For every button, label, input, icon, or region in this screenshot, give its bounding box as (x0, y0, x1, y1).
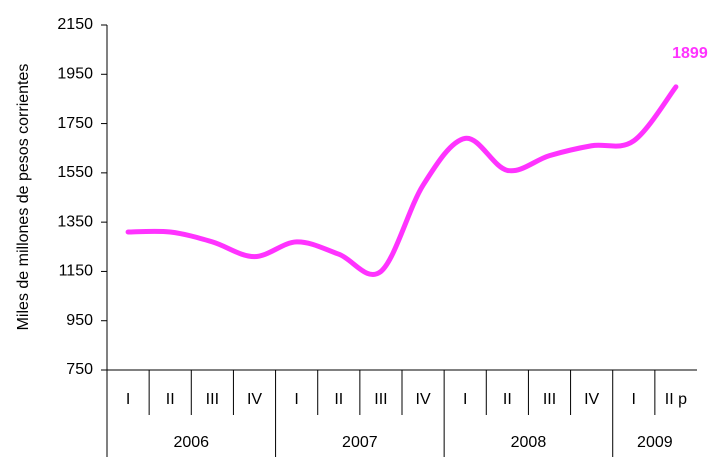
x-tick-label: I (126, 391, 130, 408)
x-tick-label: II (503, 391, 512, 408)
x-tick-label: II p (665, 391, 687, 408)
y-tick-label: 1550 (57, 164, 93, 181)
group-label: 2009 (637, 434, 673, 451)
y-tick-label: 1350 (57, 213, 93, 230)
x-tick-label: I (632, 391, 636, 408)
group-label: 2006 (173, 434, 209, 451)
x-tick-label: III (206, 391, 219, 408)
y-axis-label: Miles de millones de pesos corrientes (15, 64, 32, 331)
y-tick-label: 1150 (59, 263, 94, 280)
x-tick-label: IV (416, 391, 431, 408)
x-tick-label: IV (584, 391, 599, 408)
x-tick-label: IV (247, 391, 262, 408)
x-tick-label: III (374, 391, 387, 408)
y-tick-label: 950 (66, 312, 93, 329)
y-tick-label: 1950 (57, 66, 93, 83)
y-tick-label: 1750 (57, 115, 93, 132)
y-tick-label: 750 (66, 361, 93, 378)
group-label: 2007 (342, 434, 378, 451)
x-tick-label: III (543, 391, 556, 408)
x-tick-label: II (334, 391, 343, 408)
x-tick-label: I (294, 391, 298, 408)
x-tick-label: I (463, 391, 467, 408)
data-label: 1899 (672, 45, 708, 62)
group-label: 2008 (511, 434, 547, 451)
x-tick-label: II (166, 391, 175, 408)
y-tick-label: 2150 (57, 16, 93, 33)
line (125, 84, 679, 277)
